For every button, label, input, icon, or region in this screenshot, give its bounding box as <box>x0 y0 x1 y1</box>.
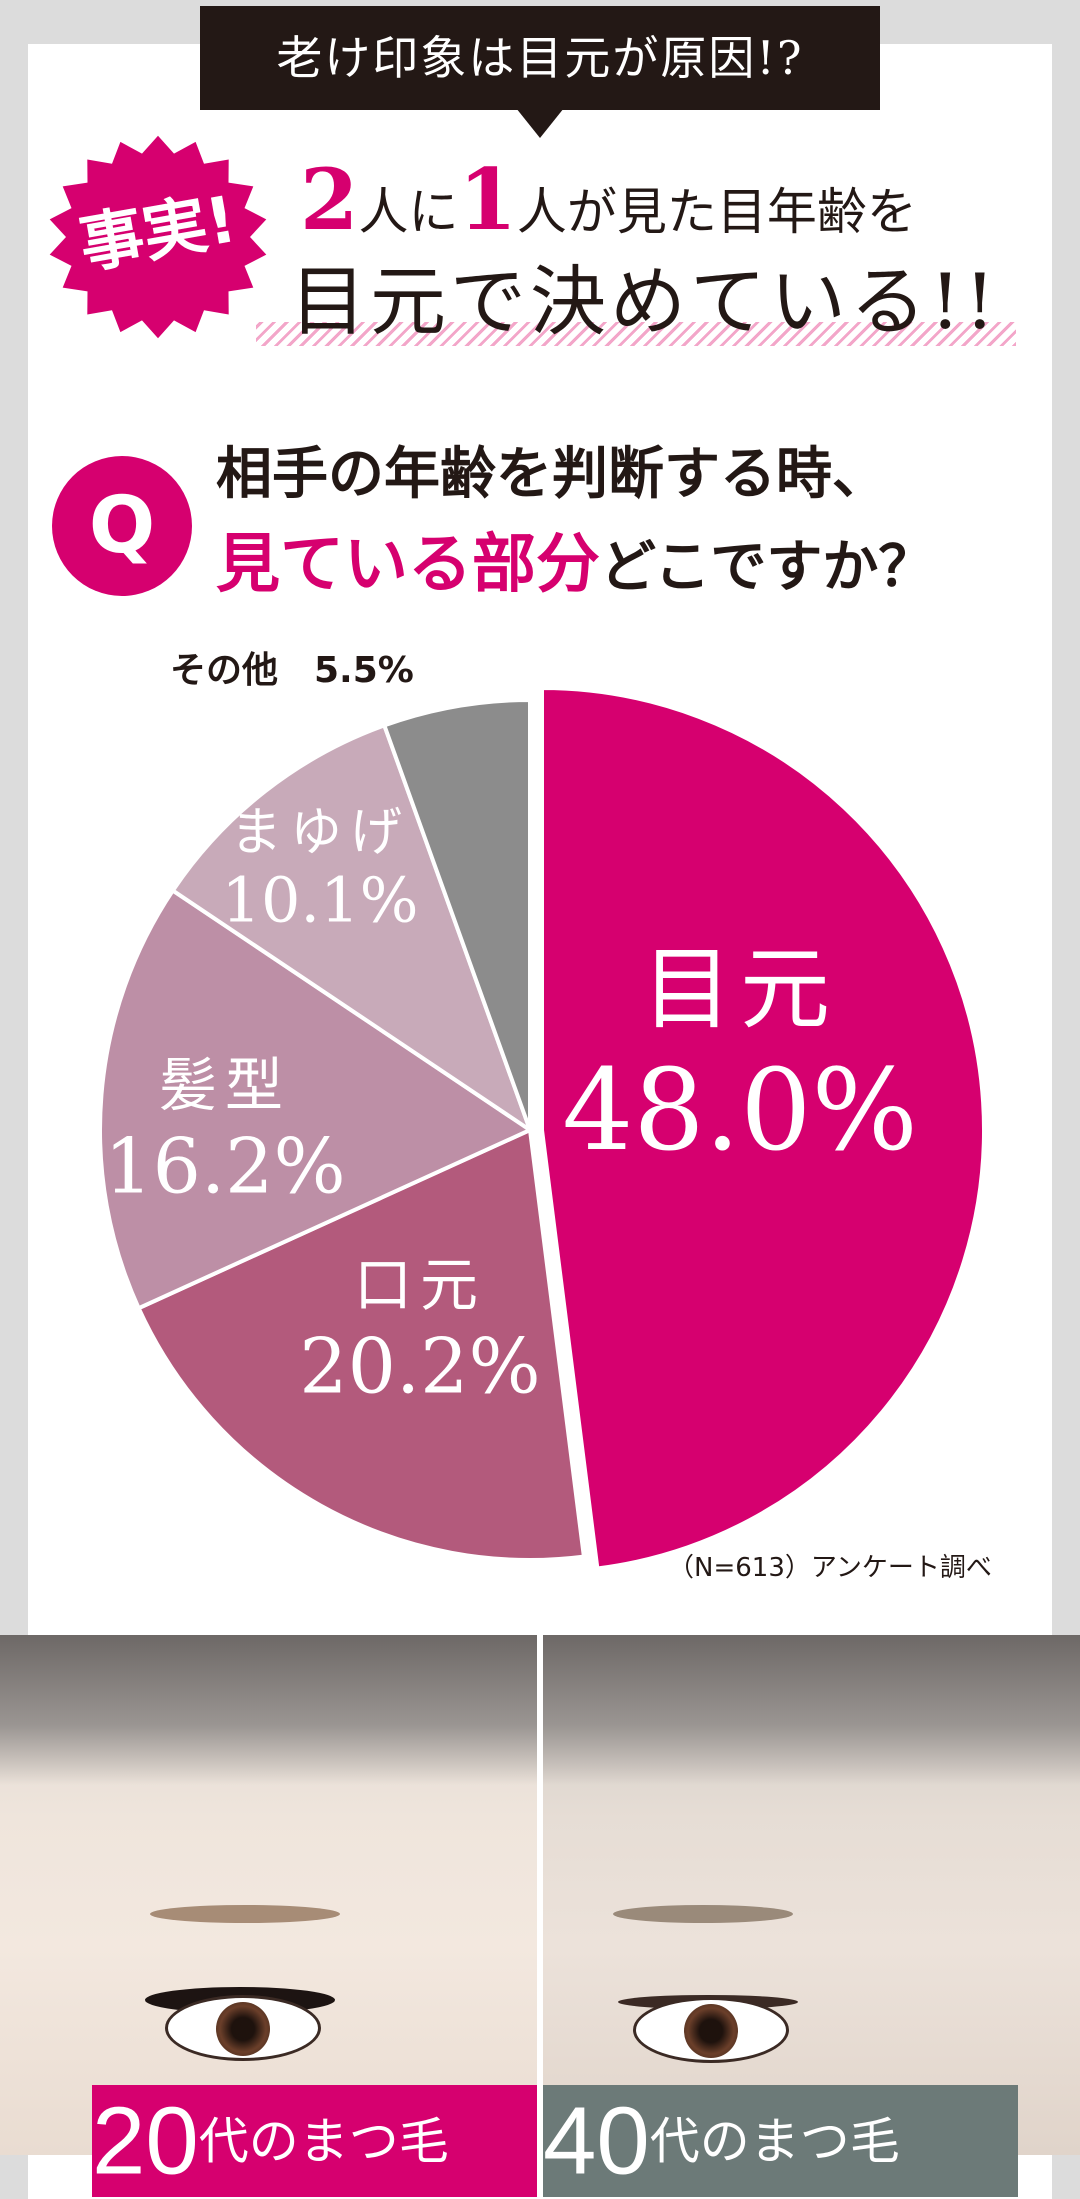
survey-source-note: （N=613）アンケート調べ <box>668 1553 992 1583</box>
iris <box>216 2002 270 2056</box>
pie-slice-4 <box>381 697 532 1131</box>
question-badge-letter: Q <box>88 481 156 571</box>
slice-value-2: 16.2% <box>104 1121 345 1210</box>
headline-text-a: 人に <box>358 183 459 241</box>
pie-slice-2 <box>98 887 535 1311</box>
headline-line-2: 目元で決めている!! <box>290 257 1000 346</box>
eye <box>165 1995 321 2061</box>
caption-40s-label: 代のまつ毛 <box>649 2112 900 2171</box>
iris <box>684 2004 738 2058</box>
caption-20s: 20代のまつ毛 <box>92 2085 537 2197</box>
pie-slice-1 <box>136 1127 587 1562</box>
eyebrow <box>150 1905 340 1923</box>
pie-slice-3 <box>170 722 534 1136</box>
question-highlight: 見ている部分 <box>216 528 600 602</box>
headline-hatch-underline <box>256 322 1016 346</box>
eye-photo-40s <box>543 1635 1080 2155</box>
headline-line-1: 2人に1人が見た目年齢を <box>300 145 1020 267</box>
caption-40s: 40代のまつ毛 <box>543 2085 1018 2197</box>
question-badge-circle <box>52 456 192 596</box>
eye-photo-20s <box>0 1635 537 2155</box>
eyebrow <box>613 1905 793 1923</box>
headline-number-2: 2 <box>300 150 359 249</box>
hair-region <box>543 1635 1080 1785</box>
slice-label-4: その他 5.5% <box>170 650 414 691</box>
slice-name-2: 髪型 <box>159 1051 291 1119</box>
question-line-2: 見ている部分どこですか？ <box>216 525 1036 608</box>
headline-number-1: 1 <box>458 150 517 249</box>
headline-text-b: 人 <box>516 183 567 241</box>
headline-banner <box>200 6 880 110</box>
question-rest: どこですか？ <box>600 535 935 600</box>
banner-text: 老け印象は目元が原因!? <box>276 31 804 85</box>
banner-speech-tail <box>516 108 564 138</box>
fact-burst-badge <box>49 135 267 339</box>
caption-20s-age: 20 <box>92 2087 199 2195</box>
question-line-1: 相手の年齢を判断する時、 <box>216 442 888 507</box>
slice-value-0: 48.0% <box>562 1046 918 1176</box>
slice-name-0: 目元 <box>642 937 838 1042</box>
slice-value-1: 20.2% <box>299 1321 540 1410</box>
headline-text-c: が見た目年齢を <box>566 183 917 241</box>
slice-name-3: まゆげ <box>230 803 410 863</box>
eye <box>633 1997 789 2063</box>
slice-value-3: 10.1% <box>222 863 419 936</box>
caption-40s-age: 40 <box>543 2087 650 2195</box>
caption-20s-label: 代のまつ毛 <box>198 2112 449 2171</box>
pie-slice-0 <box>540 685 986 1571</box>
slice-name-1: 口元 <box>354 1251 486 1319</box>
hair-region <box>0 1635 537 1785</box>
